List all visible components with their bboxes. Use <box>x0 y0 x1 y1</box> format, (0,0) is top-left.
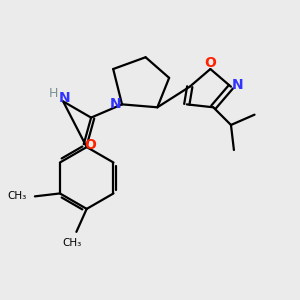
Text: CH₃: CH₃ <box>62 238 82 248</box>
Text: H: H <box>49 87 58 100</box>
Text: N: N <box>232 78 243 92</box>
Text: N: N <box>59 91 70 105</box>
Text: O: O <box>204 56 216 70</box>
Text: O: O <box>84 138 96 152</box>
Text: CH₃: CH₃ <box>8 191 27 201</box>
Text: N: N <box>110 98 122 111</box>
